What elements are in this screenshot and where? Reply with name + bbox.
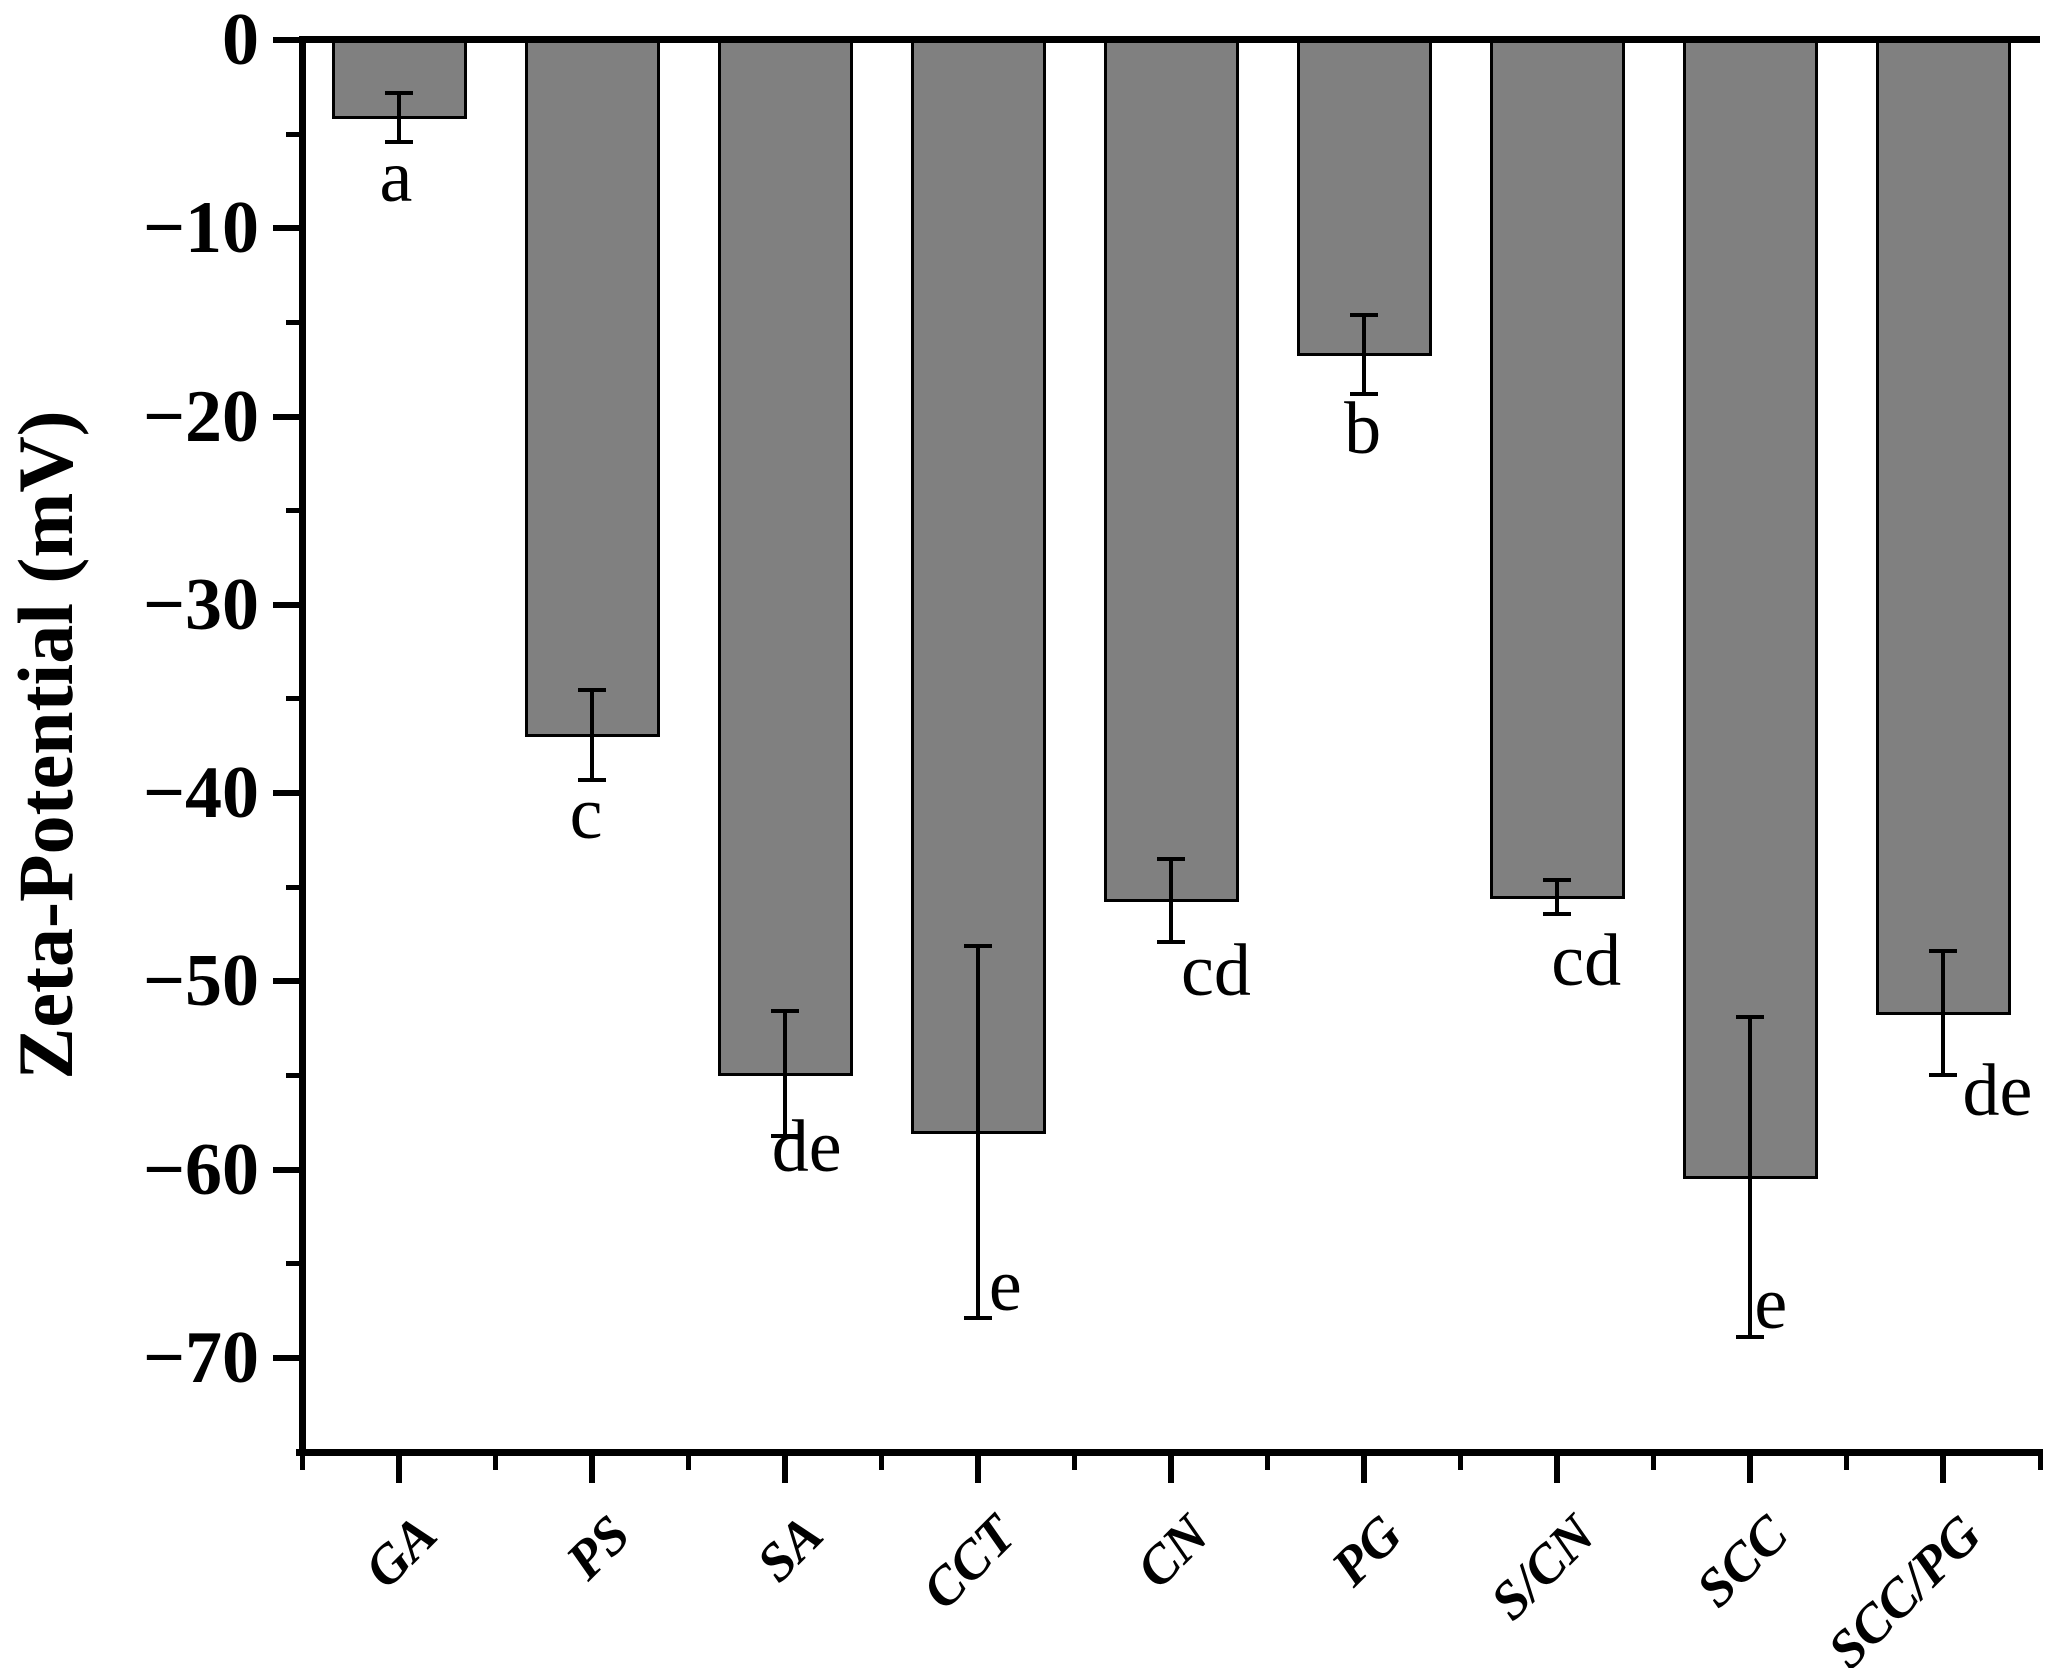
y-major-tick bbox=[273, 37, 299, 43]
x-minor-tick bbox=[2037, 1456, 2043, 1470]
significance-letter: cd bbox=[1181, 929, 1251, 1012]
bar-S/CN bbox=[1490, 40, 1626, 899]
y-axis-spine bbox=[299, 36, 306, 1455]
error-bar-cap-bottom bbox=[1929, 1073, 1958, 1078]
error-bar-cap-top bbox=[1543, 877, 1572, 882]
y-tick-label: −50 bbox=[142, 940, 259, 1023]
y-major-tick bbox=[273, 225, 299, 232]
y-minor-tick bbox=[286, 1261, 299, 1267]
y-minor-tick bbox=[286, 884, 299, 890]
significance-letter: de bbox=[1962, 1050, 2033, 1133]
x-major-tick bbox=[781, 1456, 788, 1483]
error-bar-cap-bottom bbox=[384, 139, 413, 144]
error-bar-line bbox=[1362, 314, 1367, 394]
y-major-tick bbox=[273, 1166, 299, 1173]
x-category-label-text: CN bbox=[1124, 1503, 1221, 1600]
x-major-tick bbox=[1361, 1456, 1368, 1483]
y-major-tick bbox=[273, 790, 299, 797]
x-category-label-text: S/CN bbox=[1479, 1503, 1607, 1632]
x-category-label-text: SCC/PG bbox=[1816, 1503, 1993, 1668]
error-bar-cap-top bbox=[384, 90, 413, 95]
y-tick-label: −70 bbox=[142, 1316, 259, 1399]
bar-SA bbox=[717, 40, 853, 1076]
error-bar-cap-bottom bbox=[1736, 1335, 1765, 1340]
x-major-tick bbox=[395, 1456, 402, 1483]
error-bar-cap-bottom bbox=[770, 1133, 799, 1138]
error-bar-cap-bottom bbox=[963, 1316, 992, 1321]
x-minor-tick bbox=[1458, 1456, 1464, 1470]
x-major-tick bbox=[1940, 1456, 1947, 1483]
error-bar-line bbox=[1555, 879, 1560, 914]
error-bar-line bbox=[1748, 1017, 1753, 1338]
significance-letter: e bbox=[988, 1245, 1022, 1328]
x-minor-tick bbox=[878, 1456, 884, 1470]
x-major-tick bbox=[588, 1456, 595, 1483]
bar-PG bbox=[1297, 40, 1433, 357]
error-bar-cap-top bbox=[770, 1009, 799, 1014]
y-major-tick bbox=[273, 1354, 299, 1361]
error-bar-cap-bottom bbox=[1157, 939, 1185, 944]
error-bar-line bbox=[782, 1011, 787, 1136]
error-bar-cap-top bbox=[1350, 312, 1379, 317]
bar-CN bbox=[1104, 40, 1239, 903]
y-tick-label: 0 bbox=[222, 0, 259, 81]
x-category-label-text: PS bbox=[553, 1503, 641, 1591]
x-category-label-text: GA bbox=[352, 1503, 448, 1600]
x-minor-tick bbox=[492, 1456, 498, 1470]
error-bar-line bbox=[396, 92, 401, 142]
error-bar-cap-top bbox=[577, 687, 606, 692]
bar-SCC bbox=[1683, 40, 1819, 1180]
y-major-tick bbox=[273, 601, 299, 608]
error-bar-cap-top bbox=[1157, 856, 1185, 861]
bar-SCC/PG bbox=[1876, 40, 2012, 1016]
y-major-tick bbox=[273, 413, 299, 420]
significance-letter: a bbox=[379, 135, 413, 218]
x-minor-tick bbox=[1071, 1456, 1077, 1470]
significance-letter: cd bbox=[1551, 919, 1622, 1002]
x-major-tick bbox=[1554, 1456, 1561, 1483]
error-bar-cap-bottom bbox=[1543, 911, 1572, 916]
significance-letter: e bbox=[1754, 1263, 1788, 1346]
x-category-label-text: CCT bbox=[910, 1503, 1028, 1621]
x-category-label-text: SCC bbox=[1684, 1503, 1800, 1619]
x-major-tick bbox=[974, 1456, 981, 1483]
x-category-label-text: PG bbox=[1319, 1503, 1414, 1598]
error-bar-cap-bottom bbox=[577, 777, 606, 782]
y-tick-label: −40 bbox=[142, 752, 259, 835]
y-tick-label: −20 bbox=[142, 375, 259, 458]
y-minor-tick bbox=[286, 696, 299, 702]
y-tick-label: −60 bbox=[142, 1128, 259, 1211]
y-minor-tick bbox=[286, 131, 299, 137]
y-minor-tick bbox=[286, 508, 299, 514]
y-major-tick bbox=[273, 978, 299, 985]
bar-PS bbox=[524, 40, 660, 737]
x-major-tick bbox=[1168, 1456, 1174, 1483]
y-tick-label: −30 bbox=[142, 563, 259, 646]
significance-letter: de bbox=[771, 1105, 842, 1188]
error-bar-line bbox=[1169, 858, 1173, 942]
error-bar-line bbox=[975, 945, 980, 1319]
x-minor-tick bbox=[299, 1456, 305, 1470]
top-spine-zero-line bbox=[299, 36, 2040, 43]
error-bar-cap-bottom bbox=[1350, 391, 1379, 396]
error-bar-line bbox=[1941, 951, 1946, 1076]
x-minor-tick bbox=[685, 1456, 691, 1470]
significance-letter: c bbox=[569, 772, 603, 855]
x-minor-tick bbox=[1844, 1456, 1850, 1470]
significance-letter: b bbox=[1344, 387, 1382, 470]
x-axis-spine bbox=[296, 1449, 2043, 1456]
x-major-tick bbox=[1747, 1456, 1754, 1483]
y-tick-label: −10 bbox=[142, 187, 259, 270]
error-bar-cap-top bbox=[1929, 949, 1958, 954]
error-bar-cap-top bbox=[1736, 1015, 1765, 1020]
y-minor-tick bbox=[286, 1072, 299, 1078]
x-minor-tick bbox=[1651, 1456, 1657, 1470]
error-bar-cap-top bbox=[963, 943, 992, 948]
y-minor-tick bbox=[286, 319, 299, 325]
error-bar-line bbox=[589, 689, 594, 780]
x-category-label-text: SA bbox=[744, 1503, 834, 1593]
x-minor-tick bbox=[1265, 1456, 1271, 1470]
